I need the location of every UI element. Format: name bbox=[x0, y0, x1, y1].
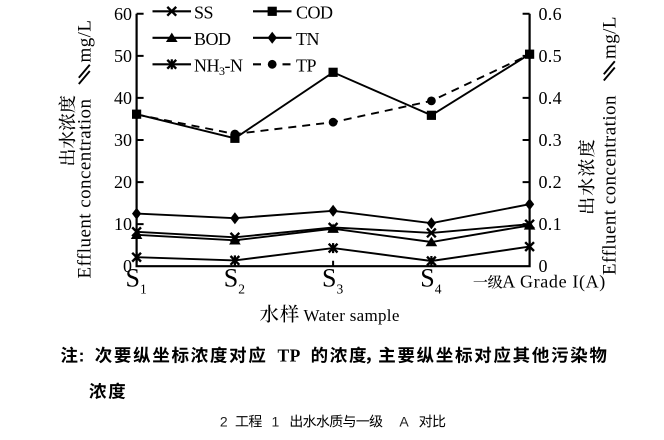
svg-text:0.3: 0.3 bbox=[539, 130, 562, 150]
svg-text:0.1: 0.1 bbox=[539, 214, 562, 234]
svg-text:40: 40 bbox=[114, 88, 132, 108]
svg-text:0.2: 0.2 bbox=[539, 172, 562, 192]
svg-text:0.6: 0.6 bbox=[539, 4, 562, 24]
svg-text:SS: SS bbox=[194, 2, 213, 22]
svg-text:50: 50 bbox=[114, 46, 132, 66]
svg-text:Water sample: Water sample bbox=[304, 306, 400, 325]
svg-text:A: A bbox=[399, 413, 409, 429]
svg-text:COD: COD bbox=[296, 2, 333, 22]
svg-text:TP: TP bbox=[278, 346, 301, 366]
svg-text:Effluent concentration: Effluent concentration bbox=[75, 98, 96, 278]
svg-text:0: 0 bbox=[539, 256, 548, 276]
svg-text::: : bbox=[79, 346, 85, 366]
svg-text:2: 2 bbox=[220, 413, 228, 429]
svg-text:mg/L: mg/L bbox=[75, 20, 96, 63]
svg-text:TN: TN bbox=[296, 29, 319, 49]
svg-text:10: 10 bbox=[114, 214, 132, 234]
svg-text:BOD: BOD bbox=[194, 29, 231, 49]
svg-text:0: 0 bbox=[123, 256, 132, 276]
svg-text:0.4: 0.4 bbox=[539, 88, 562, 108]
svg-text:1: 1 bbox=[272, 413, 280, 429]
svg-text:mg/L: mg/L bbox=[600, 16, 621, 59]
svg-text:TP: TP bbox=[296, 55, 316, 75]
svg-text:A Grade I(A): A Grade I(A) bbox=[502, 272, 606, 293]
svg-text:30: 30 bbox=[114, 130, 132, 150]
svg-text:Effluent concentration: Effluent concentration bbox=[600, 95, 621, 275]
svg-text:20: 20 bbox=[114, 172, 132, 192]
svg-text:0.5: 0.5 bbox=[539, 46, 562, 66]
svg-text:60: 60 bbox=[114, 4, 132, 24]
svg-text:NH3-N: NH3-N bbox=[194, 55, 243, 78]
